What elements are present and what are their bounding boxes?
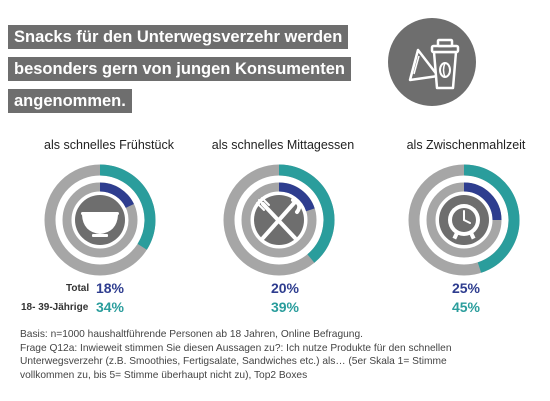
chart-label-mittagessen: als schnelles Mittagessen (211, 138, 355, 152)
fork-knife-icon (256, 197, 302, 240)
footnote-line-4: vollkommen zu, bis 5= Stimme überhaupt n… (20, 369, 308, 381)
value-total-mittagessen: 20% (270, 280, 300, 296)
title-line-3: angenommen. (8, 89, 132, 113)
value-young-fruehstueck: 34% (95, 299, 125, 315)
footnote-line-2: Frage Q12a: Inwieweit stimmen Sie diesen… (20, 342, 452, 354)
value-young-zwischenmahlzeit: 45% (451, 299, 481, 315)
title-line-1: Snacks für den Unterwegsverzehr werden (8, 25, 349, 49)
legend-total: Total (66, 283, 90, 294)
chart-label-zwischenmahlzeit: als Zwischenmahlzeit (406, 138, 526, 152)
value-total-zwischenmahlzeit: 25% (451, 280, 481, 296)
ring-value-fruehstueck-total (99, 182, 134, 209)
ring-value-zwischenmahlzeit-total (463, 182, 502, 221)
ring-value-mittagessen-total (278, 182, 315, 212)
donut-mittagessen (223, 164, 335, 276)
ring-value-zwischenmahlzeit-young (463, 164, 520, 273)
legend-young: 18- 39-Jährige (21, 302, 89, 313)
chart-label-fruehstueck: als schnelles Frühstück (44, 138, 174, 152)
clock-icon (448, 204, 480, 240)
footnote-line-3: Unterwegsverzehr (z.B. Smoothies, Fertig… (20, 356, 447, 367)
footnote-line-1: Basis: n=1000 haushaltführende Personen … (20, 329, 363, 340)
value-young-mittagessen: 39% (270, 299, 300, 315)
coffee-cup-and-sandwich-icon (388, 18, 476, 106)
ring-value-fruehstueck-young (99, 164, 156, 250)
value-total-fruehstueck: 18% (95, 280, 125, 296)
bowl-icon (81, 212, 119, 237)
ring-value-mittagessen-young (278, 164, 335, 263)
donut-fruehstueck (44, 164, 156, 276)
title-line-2: besonders gern von jungen Konsumenten (8, 57, 351, 81)
donut-zwischenmahlzeit (408, 164, 520, 276)
footnote: Basis: n=1000 haushaltführende Personen … (20, 328, 540, 382)
